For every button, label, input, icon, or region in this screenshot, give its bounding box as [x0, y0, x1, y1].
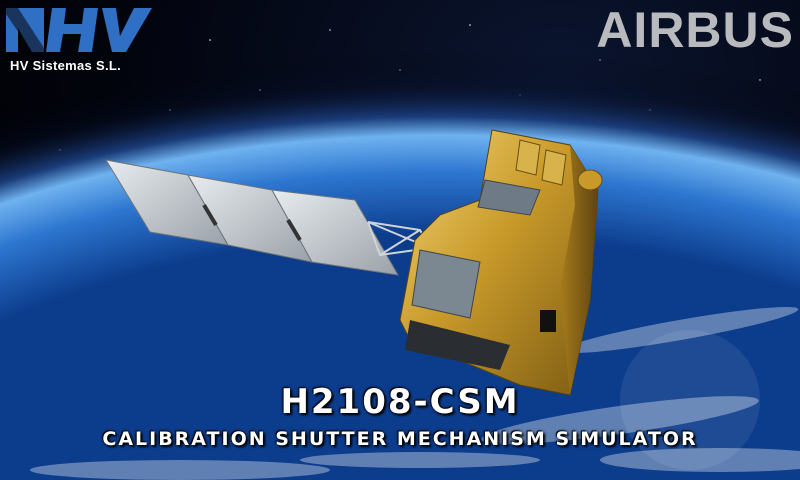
- product-description: CALIBRATION SHUTTER MECHANISM SIMULATOR: [102, 428, 698, 450]
- solar-array: [104, 159, 432, 276]
- clouds: [30, 306, 800, 480]
- airbus-logo: AIRBUS: [596, 2, 794, 58]
- company-name: HV Sistemas S.L.: [10, 58, 122, 73]
- satellite-body: [399, 129, 603, 396]
- product-code: H2108-CSM: [280, 382, 520, 422]
- hv-logo: HV Sistemas S.L.: [4, 4, 156, 76]
- hv-logo-mark: [6, 8, 152, 52]
